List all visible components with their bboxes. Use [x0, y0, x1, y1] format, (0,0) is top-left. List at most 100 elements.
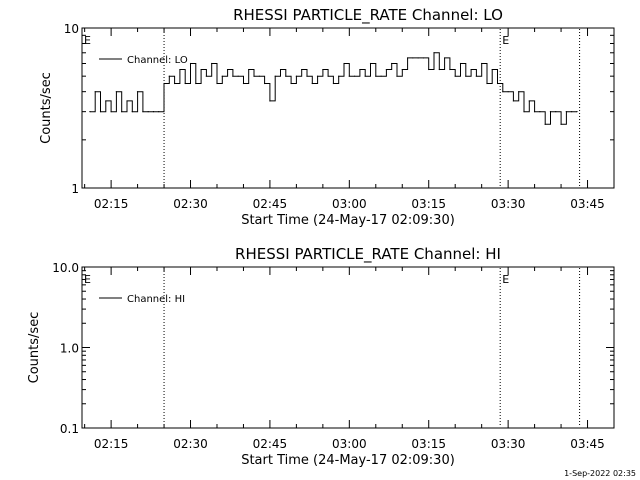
data-point: [475, 75, 477, 77]
data-point: [454, 75, 456, 77]
data-point: [449, 68, 451, 71]
data-point: [576, 111, 578, 113]
data-point: [200, 68, 202, 71]
data-point: [195, 82, 197, 85]
chart-title: RHESSI PARTICLE_RATE Channel: HI: [235, 245, 501, 264]
data-point: [232, 75, 234, 77]
data-point: [248, 68, 250, 71]
data-point: [391, 62, 393, 65]
data-point: [211, 62, 213, 65]
data-point: [142, 111, 144, 113]
legend-label: Channel: HI: [127, 294, 185, 305]
data-point: [338, 75, 340, 77]
chart-title: RHESSI PARTICLE_RATE Channel: LO: [233, 6, 503, 25]
data-point: [290, 82, 292, 85]
event-marker-label: E: [502, 273, 509, 286]
data-point: [147, 111, 149, 113]
chart-panel-1: RHESSI PARTICLE_RATE Channel: LO 02:15 02:…: [39, 6, 615, 228]
data-point: [359, 68, 361, 71]
x-tick-label: 03:15: [411, 437, 446, 451]
x-axis-label: Start Time (24-May-17 02:09:30): [241, 213, 455, 228]
data-point: [343, 62, 345, 65]
data-point: [221, 75, 223, 77]
data-point: [332, 82, 335, 85]
data-point: [539, 111, 541, 113]
data-point: [189, 62, 192, 65]
data-point: [502, 91, 504, 93]
data-point: [555, 111, 557, 113]
data-point: [258, 75, 260, 77]
data-point: [226, 68, 229, 71]
event-marker-label: E: [84, 34, 91, 47]
data-point: [496, 82, 499, 85]
data-point: [306, 75, 308, 77]
data-point: [369, 62, 372, 65]
data-point: [99, 111, 102, 113]
x-tick-label: 02:45: [253, 197, 288, 211]
data-point: [385, 68, 387, 71]
legend-label: Channel: LO: [127, 55, 188, 66]
data-point: [406, 57, 409, 59]
data-point: [301, 68, 303, 71]
data-point: [571, 111, 573, 113]
x-tick-label: 03:30: [491, 437, 526, 451]
data-point: [136, 91, 139, 93]
data-point: [279, 68, 282, 71]
data-point: [465, 75, 467, 77]
data-point: [491, 68, 493, 71]
data-point: [269, 100, 271, 102]
data-point: [533, 111, 536, 113]
x-tick-label: 03:45: [570, 197, 605, 211]
data-point: [121, 111, 123, 113]
x-tick-label: 02:15: [94, 197, 129, 211]
data-point: [89, 111, 91, 113]
y-tick-label: 1: [71, 182, 79, 196]
x-tick-label: 03:45: [570, 437, 605, 451]
data-point: [523, 111, 525, 113]
y-tick-label: 10: [64, 22, 79, 36]
data-point: [348, 75, 350, 77]
data-point: [322, 68, 324, 71]
x-tick-label: 02:30: [173, 197, 208, 211]
data-point: [438, 68, 440, 71]
chart-panel-2: RHESSI PARTICLE_RATE Channel: HI 02:15 02:…: [27, 245, 615, 468]
data-point: [110, 111, 112, 113]
data-point: [264, 82, 266, 85]
x-tick-label: 02:30: [173, 437, 208, 451]
generated-timestamp: 1-Sep-2022 02:35: [564, 469, 636, 478]
data-point: [401, 68, 403, 71]
x-tick-label: 02:15: [94, 437, 129, 451]
data-point: [544, 123, 546, 125]
x-tick-label: 03:15: [411, 197, 446, 211]
data-point: [152, 111, 155, 113]
data-point: [115, 91, 118, 93]
data-point: [507, 91, 509, 93]
data-point: [444, 57, 446, 59]
data-point: [174, 82, 176, 85]
data-point: [274, 75, 276, 77]
data-point: [205, 75, 207, 77]
y-tick-label: 1.0: [60, 342, 79, 356]
data-point: [428, 68, 430, 71]
y-tick-label: 0.1: [60, 422, 79, 436]
data-point: [565, 111, 567, 113]
data-point: [422, 57, 425, 59]
data-point: [528, 100, 530, 102]
x-tick-label: 03:00: [332, 437, 367, 451]
y-axis-label: Counts/sec: [27, 312, 42, 384]
data-point: [253, 75, 255, 77]
data-point: [311, 82, 313, 85]
data-point: [433, 52, 435, 54]
data-point: [549, 111, 552, 113]
data-point: [459, 62, 462, 65]
data-point: [237, 75, 239, 77]
data-point: [375, 75, 377, 77]
data-point: [470, 68, 472, 71]
x-tick-label: 02:45: [253, 437, 288, 451]
data-point: [131, 111, 133, 113]
data-point: [327, 75, 329, 77]
data-point: [179, 68, 181, 71]
data-point: [417, 57, 419, 59]
data-point: [481, 62, 483, 65]
